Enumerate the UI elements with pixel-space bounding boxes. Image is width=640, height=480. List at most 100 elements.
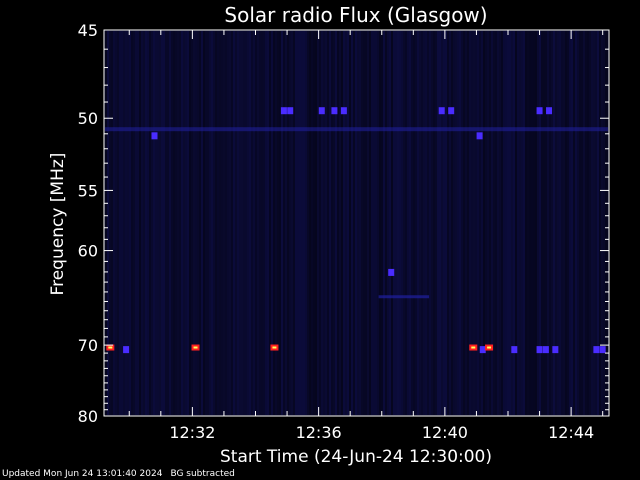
noise-column [309,31,311,415]
noise-column [185,31,187,415]
noise-column [263,31,265,415]
noise-column [325,31,327,415]
noise-column [369,31,371,415]
noise-column [261,31,263,415]
plot-frame [103,29,610,417]
noise-column [277,31,279,415]
noise-column [111,31,113,415]
noise-column [523,31,525,415]
noise-column [105,31,107,415]
noise-column [259,31,261,415]
noise-column [555,31,557,415]
noise-column [567,31,569,415]
noise-column [363,31,365,415]
noise-column [515,31,517,415]
noise-column [119,31,121,415]
blue-spot [123,346,130,354]
x-tick-label: 12:32 [169,423,215,442]
noise-column [361,31,363,415]
noise-column [239,31,241,415]
noise-column [127,31,129,415]
noise-column [497,31,499,415]
noise-column [375,31,377,415]
noise-column [129,31,131,415]
noise-column [331,31,333,415]
noise-column [399,31,401,415]
noise-column [457,31,459,415]
blue-spot [280,107,287,115]
noise-column [109,31,111,415]
noise-column [387,31,389,415]
noise-column [255,31,257,415]
noise-column [591,31,593,415]
noise-column [317,31,319,415]
noise-column [541,31,543,415]
noise-column [223,31,225,415]
noise-column [151,31,153,415]
noise-column [199,31,201,415]
bright-spot-core [108,346,113,349]
noise-column [345,31,347,415]
noise-column [211,31,213,415]
x-axis-label: Start Time (24-Jun-24 12:30:00) [220,447,492,467]
x-tick-label: 12:36 [296,423,342,442]
noise-column [511,31,513,415]
noise-column [433,31,435,415]
noise-column [227,31,229,415]
noise-column [339,31,341,415]
noise-column [141,31,143,415]
noise-column [439,31,441,415]
noise-column [279,31,281,415]
noise-column [163,31,165,415]
noise-column [167,31,169,415]
noise-column [549,31,551,415]
noise-column [271,31,273,415]
noise-column [571,31,573,415]
noise-column [599,31,601,415]
blue-spot [287,107,294,115]
noise-column [373,31,375,415]
noise-column [273,31,275,415]
noise-column [367,31,369,415]
noise-column [569,31,571,415]
noise-column [371,31,373,415]
noise-column [351,31,353,415]
noise-column [537,31,539,415]
noise-column [247,31,249,415]
bright-spot-core [193,346,198,349]
noise-column [297,31,299,415]
noise-column [593,31,595,415]
noise-column [191,31,193,415]
noise-column [177,31,179,415]
noise-column [121,31,123,415]
noise-column [285,31,287,415]
noise-column [409,31,411,415]
noise-column [321,31,323,415]
noise-column [465,31,467,415]
x-axis: 12:32 12:36 12:40 12:44 [128,30,604,442]
noise-column [421,31,423,415]
noise-column [113,31,115,415]
blue-spot [479,346,486,354]
noise-column [349,31,351,415]
noise-column [353,31,355,415]
blue-spot [438,107,445,115]
noise-column [403,31,405,415]
noise-column [161,31,163,415]
noise-column [559,31,561,415]
noise-column [401,31,403,415]
noise-column [307,31,309,415]
noise-column [171,31,173,415]
noise-column [477,31,479,415]
blue-spot [511,346,518,354]
noise-column [125,31,127,415]
noise-column [193,31,195,415]
noise-column [149,31,151,415]
noise-column [419,31,421,415]
noise-column [455,31,457,415]
noise-column [147,31,149,415]
noise-column [237,31,239,415]
noise-column [445,31,447,415]
noise-column [467,31,469,415]
noise-column [499,31,501,415]
